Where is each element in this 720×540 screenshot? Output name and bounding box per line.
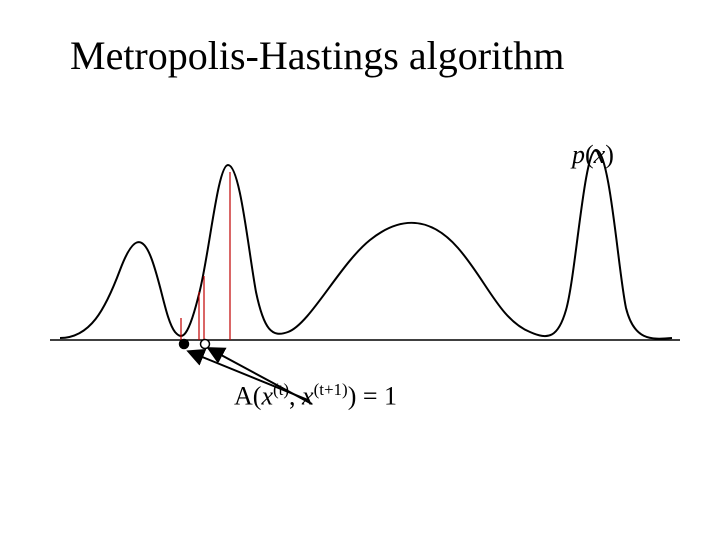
slide-root: Metropolis-Hastings algorithm p(x) A(x(t… (0, 0, 720, 540)
density-curve (60, 150, 672, 339)
arrow-to-proposed (210, 349, 312, 404)
diagram-svg (0, 0, 720, 540)
red-eval-lines (181, 172, 230, 340)
pointer-arrows (190, 349, 312, 404)
current-state-marker (180, 340, 189, 349)
proposed-state-marker (201, 340, 210, 349)
